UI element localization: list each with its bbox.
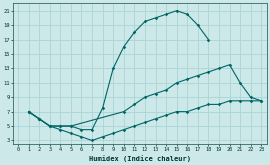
X-axis label: Humidex (Indice chaleur): Humidex (Indice chaleur) <box>89 155 191 162</box>
